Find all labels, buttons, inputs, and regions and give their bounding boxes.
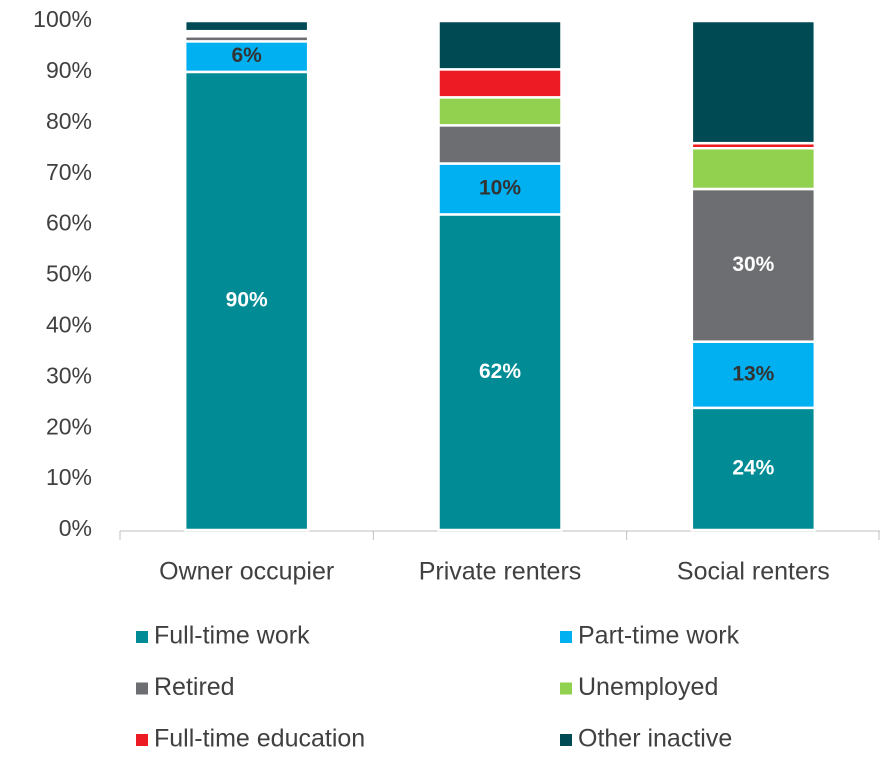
data-label: 10%: [479, 177, 521, 200]
bar-segment: [437, 124, 563, 165]
y-tick-label: 60%: [46, 210, 92, 236]
bar-segment: [437, 68, 563, 99]
y-tick-label: 50%: [46, 261, 92, 287]
bar-segment: [690, 147, 817, 191]
data-label: 6%: [231, 44, 262, 67]
data-label: 90%: [226, 288, 268, 311]
bar-segment: [437, 213, 563, 532]
y-tick-label: 90%: [46, 57, 92, 83]
bar-segment: [690, 340, 817, 410]
bar-segment: [437, 19, 563, 71]
x-tick-label: Private renters: [419, 558, 582, 586]
legend-label: Full-time education: [154, 725, 365, 753]
y-tick-label: 0%: [59, 515, 92, 541]
legend-swatch: [136, 631, 148, 643]
legend-swatch: [560, 734, 572, 746]
bar-segment: [690, 187, 817, 343]
bar-segment: [183, 70, 310, 532]
legend-label: Full-time work: [154, 622, 310, 650]
y-tick-label: 20%: [46, 413, 92, 439]
legend-swatch: [136, 682, 148, 695]
y-tick-label: 40%: [46, 311, 92, 337]
y-tick-label: 10%: [46, 464, 92, 490]
bar-segment: [690, 406, 817, 532]
bar-segment: [437, 162, 563, 216]
data-label: 62%: [479, 360, 521, 383]
legend-label: Part-time work: [578, 622, 740, 650]
y-tick-label: 80%: [46, 108, 92, 134]
y-tick-label: 100%: [33, 6, 92, 32]
bar-segment: [690, 19, 817, 145]
legend-label: Other inactive: [578, 725, 732, 753]
x-tick-label: Owner occupier: [159, 558, 334, 586]
legend-label: Unemployed: [578, 673, 718, 701]
bar-segment: [183, 19, 310, 33]
legend-swatch: [560, 682, 572, 695]
bar-segment: [183, 40, 310, 74]
legend-swatch: [560, 631, 572, 643]
data-label: 13%: [732, 362, 774, 385]
data-label: 24%: [732, 456, 774, 479]
y-tick-label: 30%: [46, 362, 92, 388]
legend-label: Retired: [154, 673, 235, 701]
data-label: 30%: [732, 253, 774, 276]
x-tick-label: Social renters: [677, 558, 830, 586]
legend-swatch: [136, 734, 148, 746]
y-tick-label: 70%: [46, 159, 92, 185]
bar-segment: [437, 96, 563, 127]
